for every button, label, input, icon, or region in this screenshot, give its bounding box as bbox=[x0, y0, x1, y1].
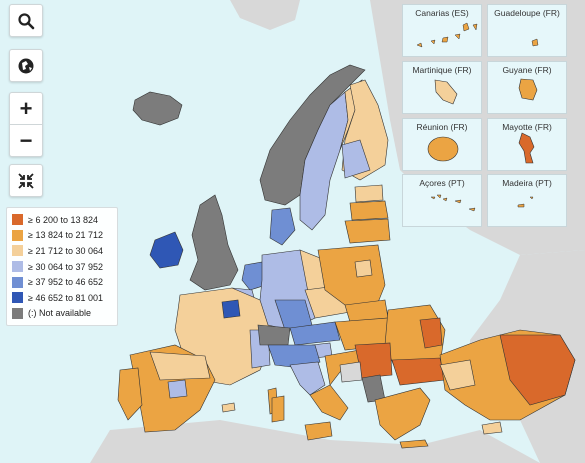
land-north-africa bbox=[90, 420, 540, 463]
legend-swatch bbox=[12, 261, 23, 273]
france-paris bbox=[221, 299, 241, 319]
legend-item: ≥ 13 824 to 21 712 bbox=[12, 228, 112, 244]
inset-shape bbox=[518, 132, 535, 164]
bulgaria bbox=[391, 357, 446, 386]
inset-shape bbox=[518, 78, 538, 101]
search-icon[interactable] bbox=[10, 5, 42, 36]
bosnia bbox=[339, 361, 363, 383]
zoom-out-button[interactable]: − bbox=[10, 124, 42, 156]
legend-label: ≥ 13 824 to 21 712 bbox=[28, 230, 104, 241]
inset-mayotte[interactable]: Mayotte (FR) bbox=[487, 118, 567, 171]
inset-acores[interactable]: Açores (PT) bbox=[402, 174, 482, 227]
denmark bbox=[269, 207, 296, 246]
legend-label: ≥ 46 652 to 81 001 bbox=[28, 292, 104, 303]
inset-label: Guadeloupe (FR) bbox=[494, 8, 560, 18]
inset-label: Madeira (PT) bbox=[502, 178, 552, 188]
inset-label: Réunion (FR) bbox=[416, 122, 468, 132]
sicily bbox=[304, 421, 333, 441]
sardinia bbox=[271, 395, 285, 423]
cyprus bbox=[481, 421, 503, 435]
inset-shape bbox=[416, 22, 478, 48]
inset-guyane[interactable]: Guyane (FR) bbox=[487, 61, 567, 114]
collapse-icon[interactable] bbox=[10, 165, 42, 196]
ireland bbox=[149, 231, 184, 269]
globe-icon[interactable] bbox=[10, 50, 42, 81]
greece bbox=[374, 387, 431, 441]
map-legend: ≥ 6 200 to 13 824 ≥ 13 824 to 21 712 ≥ 2… bbox=[6, 207, 118, 327]
inset-shape bbox=[434, 79, 458, 105]
inset-label: Açores (PT) bbox=[419, 178, 465, 188]
land-greenland-top bbox=[230, 0, 300, 30]
inset-guadeloupe[interactable]: Guadeloupe (FR) bbox=[487, 4, 567, 57]
inset-label: Guyane (FR) bbox=[502, 65, 552, 75]
legend-swatch bbox=[12, 307, 23, 319]
inset-shape bbox=[517, 196, 534, 208]
finland-south bbox=[341, 139, 371, 179]
inset-martinique[interactable]: Martinique (FR) bbox=[402, 61, 482, 114]
legend-swatch bbox=[12, 229, 23, 241]
legend-item: ≥ 46 652 to 81 001 bbox=[12, 290, 112, 306]
spain-north bbox=[149, 351, 211, 381]
inset-reunion[interactable]: Réunion (FR) bbox=[402, 118, 482, 171]
turkey-west bbox=[439, 359, 476, 391]
spain-madrid bbox=[167, 379, 188, 399]
legend-label: ≥ 6 200 to 13 824 bbox=[28, 214, 98, 225]
legend-label: ≥ 21 712 to 30 064 bbox=[28, 245, 104, 256]
poland-warsaw bbox=[354, 259, 373, 278]
uk bbox=[189, 194, 239, 291]
fullscreen-control[interactable] bbox=[9, 164, 43, 197]
inset-shape bbox=[427, 136, 459, 162]
portugal bbox=[117, 367, 143, 421]
globe-control[interactable] bbox=[9, 49, 43, 82]
legend-swatch bbox=[12, 214, 23, 226]
crete bbox=[399, 439, 429, 449]
turkey-east bbox=[499, 334, 576, 406]
inset-shape bbox=[531, 38, 539, 47]
inset-label: Canarias (ES) bbox=[415, 8, 469, 18]
legend-label: ≥ 37 952 to 46 652 bbox=[28, 277, 104, 288]
zoom-in-button[interactable]: + bbox=[19, 95, 33, 121]
legend-swatch bbox=[12, 276, 23, 288]
legend-swatch bbox=[12, 292, 23, 304]
balearic bbox=[221, 402, 236, 413]
inset-madeira[interactable]: Madeira (PT) bbox=[487, 174, 567, 227]
legend-item: (:) Not available bbox=[12, 306, 112, 322]
legend-label: (:) Not available bbox=[28, 308, 92, 319]
romania-east bbox=[419, 317, 443, 349]
legend-item: ≥ 30 064 to 37 952 bbox=[12, 259, 112, 275]
lithuania bbox=[344, 218, 391, 244]
search-control[interactable] bbox=[9, 4, 43, 37]
inset-label: Mayotte (FR) bbox=[502, 122, 552, 132]
latvia bbox=[349, 200, 389, 221]
legend-item: ≥ 37 952 to 46 652 bbox=[12, 274, 112, 290]
legend-item: ≥ 6 200 to 13 824 bbox=[12, 212, 112, 228]
netherlands bbox=[241, 261, 267, 291]
italy-south bbox=[309, 384, 349, 421]
legend-item: ≥ 21 712 to 30 064 bbox=[12, 243, 112, 259]
inset-canarias[interactable]: Canarias (ES) bbox=[402, 4, 482, 57]
estonia bbox=[354, 184, 384, 203]
inset-label: Martinique (FR) bbox=[412, 65, 472, 75]
inset-shape bbox=[430, 194, 476, 212]
austria bbox=[289, 321, 341, 346]
iceland bbox=[132, 91, 183, 126]
legend-label: ≥ 30 064 to 37 952 bbox=[28, 261, 104, 272]
zoom-control[interactable]: + − bbox=[9, 92, 43, 157]
legend-swatch bbox=[12, 245, 23, 257]
italy-center bbox=[289, 361, 326, 396]
switzerland bbox=[257, 324, 291, 346]
